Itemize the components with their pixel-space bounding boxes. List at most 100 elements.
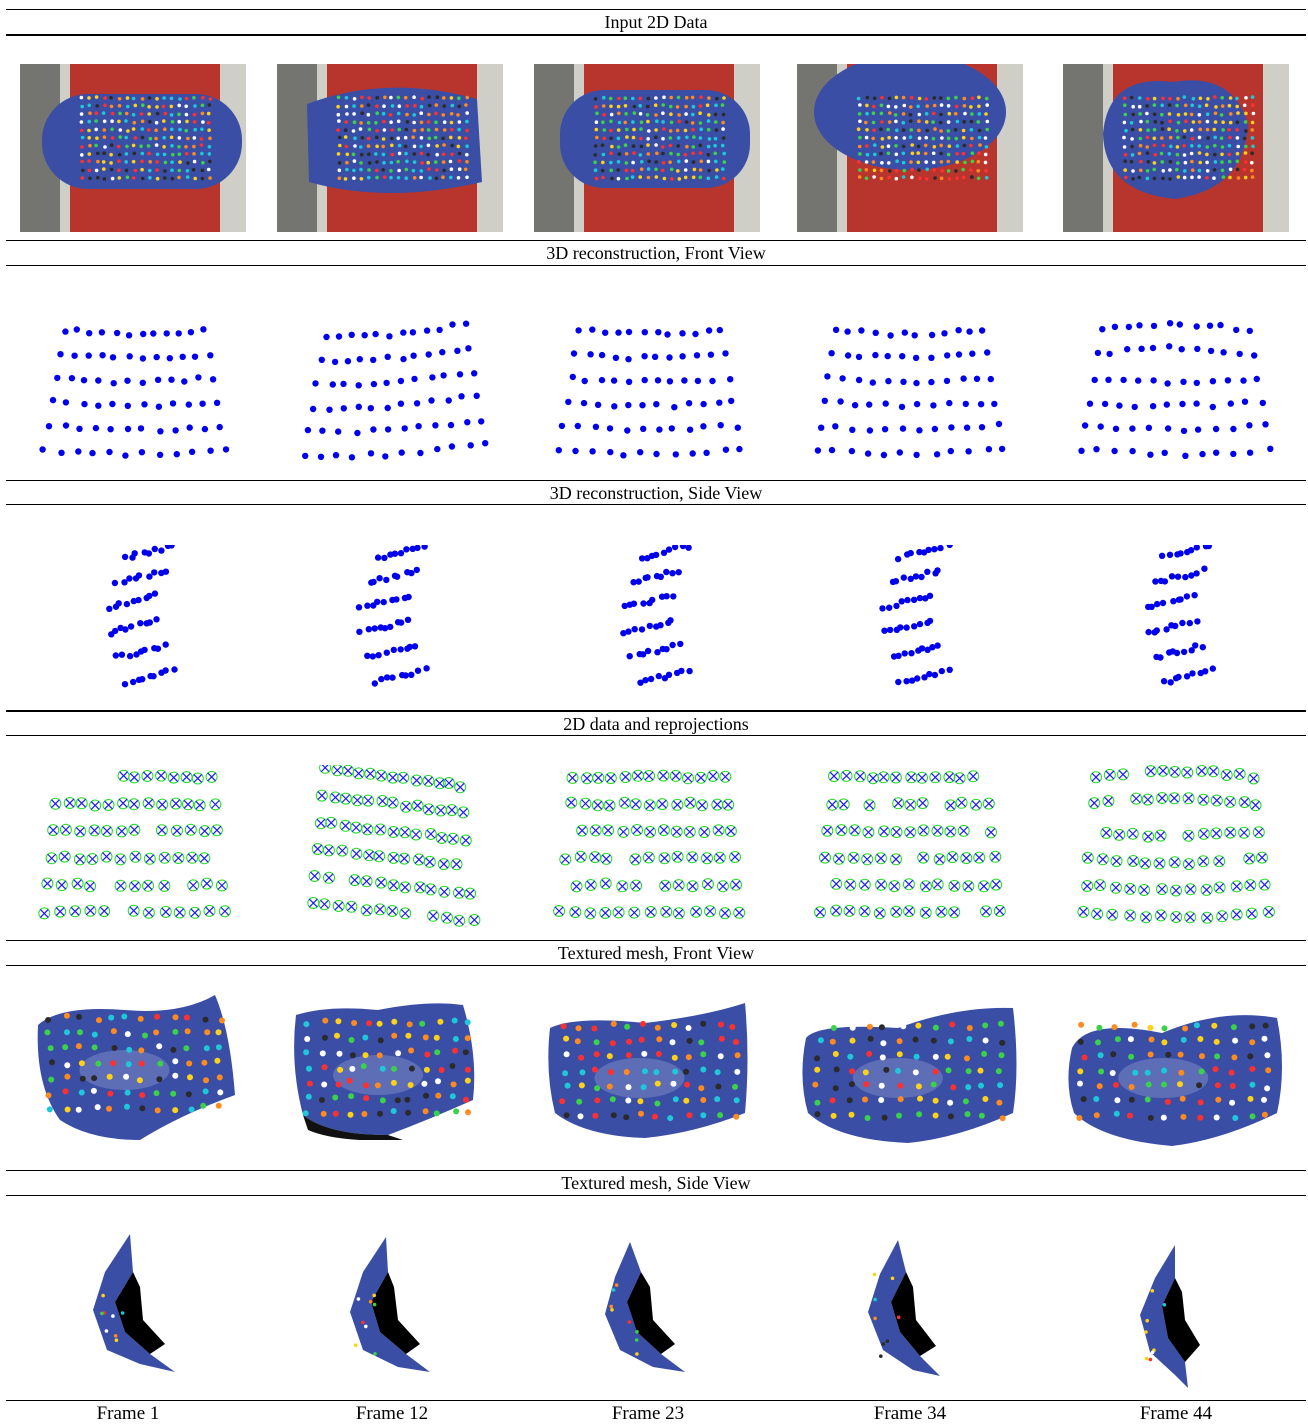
point-marker xyxy=(163,330,170,337)
fabric-dot xyxy=(865,111,869,116)
fabric-dot xyxy=(901,95,906,100)
reprojection-marker xyxy=(55,879,68,892)
point-marker xyxy=(722,350,729,357)
fabric-dot xyxy=(880,1040,887,1047)
reprojection-marker xyxy=(944,825,957,838)
fabric-dot xyxy=(381,144,385,149)
side3d-plot-frame-1 xyxy=(80,545,190,690)
fabric-dot xyxy=(601,175,605,180)
point-marker xyxy=(866,401,873,408)
fabric-dot xyxy=(1249,1113,1256,1120)
fabric-dot xyxy=(661,120,665,124)
fabric-dot xyxy=(1113,1081,1119,1088)
fabric-dot xyxy=(192,120,197,124)
fabric-dot xyxy=(185,169,190,173)
input-photo-frame-12 xyxy=(277,64,503,232)
point-marker xyxy=(1253,375,1260,383)
fabric-dot xyxy=(124,160,128,164)
point-marker xyxy=(369,653,376,660)
reprojection-marker xyxy=(589,824,602,837)
fabric-dot xyxy=(131,176,136,180)
reprojection-marker xyxy=(38,907,51,920)
fabric-dot xyxy=(1175,145,1180,149)
fabric-dot xyxy=(155,176,160,181)
fabric-dot xyxy=(601,120,605,124)
point-marker xyxy=(140,330,147,338)
fabric-dot xyxy=(1144,1356,1149,1361)
fabric-dot xyxy=(367,175,371,180)
fabric-dot xyxy=(200,127,204,131)
point-marker xyxy=(1111,323,1119,330)
fabric-dot xyxy=(886,151,891,156)
point-marker xyxy=(135,572,143,579)
fabric-dot xyxy=(1160,120,1164,125)
fabric-dot xyxy=(896,1051,903,1058)
point-marker xyxy=(465,345,472,352)
fabric-dot xyxy=(441,160,446,164)
reprojection-marker xyxy=(351,794,364,807)
fabric-dot xyxy=(201,1059,208,1066)
point-marker xyxy=(135,596,142,604)
fabric-dot xyxy=(95,104,99,108)
fabric-dot xyxy=(185,119,189,124)
fabric-dot xyxy=(91,1044,98,1051)
fabric-dot xyxy=(631,160,635,165)
fabric-dot xyxy=(420,96,425,101)
fabric-dot xyxy=(1244,96,1248,100)
point-marker xyxy=(675,569,682,576)
reprojection-marker xyxy=(437,858,450,871)
fabric-dot xyxy=(965,1068,972,1075)
point-marker xyxy=(1147,451,1154,458)
fabric-dot xyxy=(923,143,928,148)
mesh-highlight xyxy=(852,1058,943,1098)
fabric-dot xyxy=(706,159,711,164)
fabric-dot xyxy=(434,160,438,164)
fabric-dot xyxy=(646,119,650,124)
point-marker xyxy=(482,440,489,447)
fabric-dot xyxy=(1152,167,1156,172)
reprojection-marker xyxy=(589,851,602,864)
reprojection-marker xyxy=(215,879,228,892)
fabric-dot xyxy=(207,128,211,132)
fabric-dot xyxy=(449,1093,456,1100)
fabric-dot xyxy=(733,1039,739,1045)
fabric-dot xyxy=(939,129,943,133)
point-marker xyxy=(1188,647,1195,654)
fabric-dot xyxy=(434,103,439,107)
fabric-dot xyxy=(88,111,92,115)
fabric-dot xyxy=(366,112,371,117)
fabric-dot xyxy=(917,136,922,140)
point-marker xyxy=(637,449,644,456)
point-marker xyxy=(612,354,620,361)
fabric-dot xyxy=(381,168,385,172)
fabric-dot xyxy=(81,168,85,173)
fabric-dot xyxy=(183,1045,190,1052)
fabric-dot xyxy=(1168,96,1172,101)
fabric-dot xyxy=(103,96,107,100)
fabric-dot xyxy=(1145,111,1149,116)
fabric-dot xyxy=(110,136,115,140)
reprojection-marker xyxy=(442,777,455,789)
fabric-dot xyxy=(976,169,980,173)
point-marker xyxy=(677,640,684,648)
fabric-dot xyxy=(686,1112,693,1119)
fabric-dot xyxy=(113,1334,118,1338)
point-marker xyxy=(146,573,153,580)
fabric-dot xyxy=(939,112,943,117)
fabric-dot xyxy=(601,104,606,108)
reprojection-marker xyxy=(167,771,180,784)
fabric-dot xyxy=(1214,1082,1221,1089)
fabric-dot xyxy=(407,1082,414,1088)
fabric-dot xyxy=(610,1308,614,1312)
fabric-dot xyxy=(721,120,725,125)
point-marker xyxy=(679,353,686,360)
fabric-dot xyxy=(625,176,629,181)
reprojection-marker xyxy=(375,876,388,889)
fabric-dot xyxy=(375,175,379,180)
reprojection-marker xyxy=(98,905,111,918)
fabric-dot xyxy=(976,176,981,181)
fabric-dot xyxy=(856,127,861,131)
fabric-dot xyxy=(146,144,151,148)
point-marker xyxy=(106,605,113,612)
reprojection-marker xyxy=(612,906,625,919)
